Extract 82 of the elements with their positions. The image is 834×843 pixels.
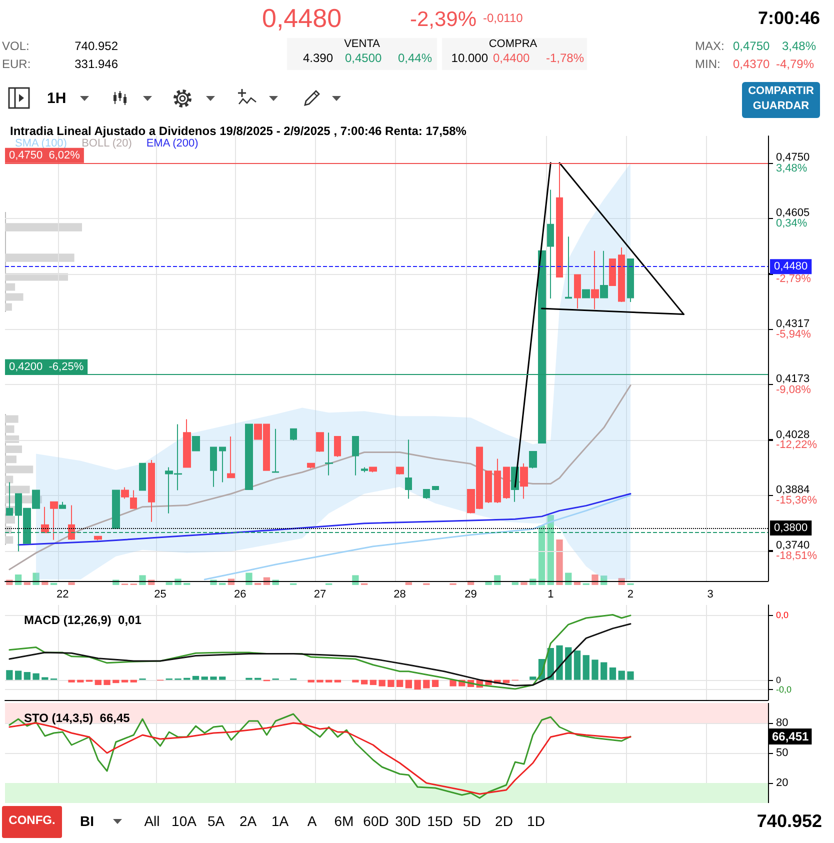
y-tick-label: 0,4317 xyxy=(776,318,810,330)
text: EMA (200) xyxy=(146,138,198,150)
text: 5D xyxy=(463,813,481,830)
chart-title: Intradia Lineal Ajustado a Dividenos 19/8/2025 - 2/9/2025 , 7:00:46 Renta: 17,58% xyxy=(10,124,467,138)
text: 0,4400 xyxy=(493,51,530,66)
text: VOL: xyxy=(2,39,30,54)
text: VENTA xyxy=(344,38,380,51)
text: 0,4370 xyxy=(733,57,770,72)
text: 30D xyxy=(395,813,421,830)
y-tick-label: 0,4173 xyxy=(776,373,810,386)
y-tick-label: 50 xyxy=(776,747,788,759)
ref-line-label: 0,4480 xyxy=(774,260,808,273)
y2-tick-label: 3,48% xyxy=(776,162,808,174)
text: MIN: xyxy=(695,57,720,72)
y-tick-label: 20 xyxy=(776,777,788,789)
text: COMPRA xyxy=(488,38,538,51)
ref-line-label: 0,4750 6,02% xyxy=(9,149,80,162)
y2-tick-label: -12,22% xyxy=(776,439,818,452)
y-tick-label: 0,3884 xyxy=(776,484,810,496)
text: SMA (100) xyxy=(15,138,67,150)
y-tick-label: 0 xyxy=(776,674,782,685)
text: -4,79% xyxy=(776,57,814,72)
text: 60D xyxy=(363,813,389,830)
y2-tick-label: -5,94% xyxy=(776,328,812,340)
text: BOLL (20) xyxy=(82,138,132,150)
text: 3,48% xyxy=(782,39,816,54)
text: GUARDAR xyxy=(752,100,810,113)
text: 0,4480 xyxy=(262,3,342,34)
text: 331.946 xyxy=(74,57,118,72)
y-tick-label: -0,0 xyxy=(776,684,792,695)
text: 10.000 xyxy=(451,51,488,66)
text: 6M xyxy=(334,813,354,830)
text: 15D xyxy=(427,813,453,830)
text: A xyxy=(307,813,317,830)
text: 5A xyxy=(207,813,225,830)
ref-line-label: 0,4200 -6,25% xyxy=(9,360,84,373)
text: BI xyxy=(80,813,94,830)
text: -2,39% xyxy=(410,8,477,32)
text: 740.952 xyxy=(756,811,822,832)
y-tick-label: 0,3740 xyxy=(776,540,810,552)
x-tick-label: 26 xyxy=(234,588,246,600)
x-tick-label: 2 xyxy=(627,588,634,600)
y-tick-label: 0,4028 xyxy=(776,428,810,441)
y2-tick-label: -15,36% xyxy=(776,494,818,507)
y2-tick-label: -2,79% xyxy=(776,272,812,285)
text: 1D xyxy=(527,813,545,830)
text: COMPARTIR xyxy=(748,85,814,98)
y-tick-label: 0,4605 xyxy=(776,207,810,220)
y2-tick-label: -9,08% xyxy=(776,384,812,396)
text: MACD (12,26,9) 0,01 xyxy=(24,613,142,627)
annotation: 66,451 xyxy=(772,730,810,744)
text: 1H xyxy=(47,90,66,108)
y-tick-label: 80 xyxy=(776,717,788,729)
x-tick-label: 29 xyxy=(464,588,477,600)
text: MAX: xyxy=(695,39,724,54)
y-tick-label: 0,0 xyxy=(776,610,789,620)
x-tick-label: 25 xyxy=(154,588,166,600)
text: 0,44% xyxy=(398,51,432,66)
text: 0,4750 xyxy=(733,39,770,54)
text: 10A xyxy=(172,813,196,830)
x-tick-label: 3 xyxy=(707,588,714,600)
text: -1,78% xyxy=(546,51,584,66)
y2-tick-label: -18,51% xyxy=(776,550,818,562)
text: 0,4500 xyxy=(345,51,382,66)
text: -0,0110 xyxy=(483,11,523,26)
text: EUR: xyxy=(2,57,31,72)
text: 4.390 xyxy=(302,51,333,66)
text: All xyxy=(144,813,160,830)
x-tick-label: 28 xyxy=(394,588,406,600)
y2-tick-label: 0,34% xyxy=(776,218,808,230)
text: 7:00:46 xyxy=(758,8,820,29)
text: STO (14,3,5) 66,45 xyxy=(24,711,130,725)
text: 2A xyxy=(239,813,257,830)
text: CONFG. xyxy=(8,813,56,828)
x-tick-label: 1 xyxy=(548,588,554,600)
x-tick-label: 27 xyxy=(314,588,326,600)
text: 1A xyxy=(271,813,289,830)
y-tick-label: 0,4750 xyxy=(776,151,810,164)
text: 740.952 xyxy=(74,39,118,54)
ref-line-label: 0,3800 xyxy=(774,522,808,534)
x-tick-label: 22 xyxy=(56,588,69,600)
text: 2D xyxy=(495,813,513,830)
